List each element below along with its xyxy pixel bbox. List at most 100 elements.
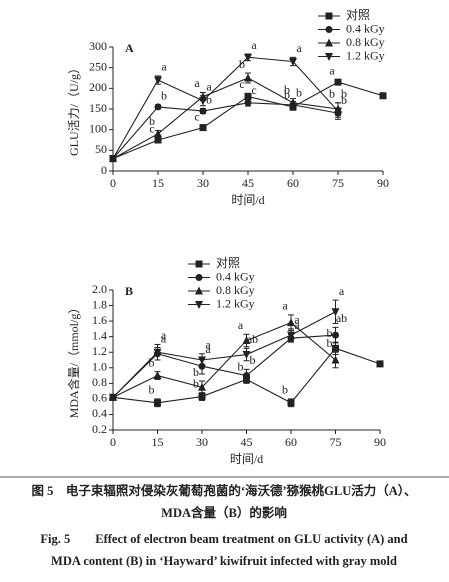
y-tick-label: 0: [101, 163, 107, 177]
marker: [332, 344, 339, 352]
legend-label: 0.8 kGy: [346, 35, 385, 49]
series-line: [112, 322, 336, 398]
marker: [109, 155, 117, 164]
series-line: [112, 102, 339, 159]
y-tick-label: 0.4: [92, 406, 107, 420]
legend-label: 1.2 kGy: [346, 48, 385, 62]
series-line: [112, 334, 336, 398]
y-tick-label: 300: [89, 39, 107, 53]
marker: [244, 99, 252, 107]
marker: [287, 399, 295, 407]
significance-letter: b: [284, 82, 290, 96]
marker: [331, 308, 340, 317]
significance-letter: a: [296, 41, 302, 55]
significance-letter: a: [339, 284, 345, 298]
significance-letter: b: [149, 383, 155, 397]
legend-label: 对照: [346, 8, 370, 22]
significance-letter: a: [205, 342, 211, 356]
marker: [199, 107, 207, 115]
x-tick-label: 60: [285, 435, 297, 449]
significance-letter: a: [161, 328, 167, 342]
marker: [287, 318, 295, 327]
marker: [325, 26, 333, 33]
marker: [325, 38, 333, 47]
marker: [198, 382, 206, 391]
x-tick-label: 15: [152, 176, 164, 190]
significance-letter: c: [239, 77, 244, 91]
significance-letter: a: [206, 80, 212, 94]
legend-label: 0.8 kGy: [216, 283, 255, 297]
significance-letter: a: [205, 338, 211, 352]
significance-letter: b: [327, 326, 333, 340]
marker: [199, 97, 207, 106]
y-axis-title: MDA含量/（mmol/g）: [66, 302, 81, 419]
y-axis-title: GLU活力/（U/g）: [67, 62, 81, 156]
caption-zh: 图 5 电子束辐照对侵染灰葡萄孢菌的‘海沃德’猕猴桃GLU活力（A）、: [31, 483, 416, 498]
marker: [153, 348, 162, 357]
marker: [376, 360, 384, 368]
significance-letter: a: [161, 331, 167, 345]
x-tick-label: 15: [152, 435, 164, 449]
y-tick-label: 100: [89, 121, 107, 135]
marker: [242, 336, 251, 345]
significance-letter: a: [294, 313, 300, 327]
marker: [199, 124, 207, 132]
y-tick-label: 1.8: [92, 297, 107, 311]
marker: [331, 355, 340, 364]
marker: [154, 136, 162, 144]
series-line: [112, 311, 336, 398]
marker: [244, 53, 252, 62]
x-axis-title: 时间/d: [231, 193, 264, 207]
marker: [198, 356, 206, 365]
marker: [195, 301, 203, 309]
significance-letter: c: [149, 121, 154, 135]
x-tick-label: 30: [196, 435, 208, 449]
x-tick-label: 45: [241, 435, 253, 449]
marker: [289, 57, 297, 66]
significance-letter: b: [341, 87, 347, 101]
x-tick-label: 75: [330, 435, 342, 449]
significance-letter: b: [193, 376, 199, 390]
significance-letter: b: [206, 92, 212, 106]
series-line: [112, 77, 339, 160]
significance-letter: b: [329, 87, 335, 101]
marker: [195, 274, 203, 281]
significance-letter: a: [251, 38, 257, 52]
y-tick-label: 1.0: [92, 360, 107, 374]
legend-label: 1.2 kGy: [216, 296, 255, 310]
caption-en: MDA content (B) in ‘Hayward’ kiwifruit i…: [51, 554, 397, 568]
marker: [154, 399, 161, 407]
x-axis-title: 时间/d: [230, 452, 263, 466]
marker: [198, 393, 206, 401]
marker: [289, 98, 297, 107]
marker: [154, 129, 162, 138]
significance-letter: b: [284, 87, 290, 101]
caption-en: Fig. 5 Effect of electron beam treatment…: [40, 532, 407, 546]
significance-letter: b: [238, 359, 244, 373]
y-tick-label: 150: [89, 101, 107, 115]
significance-letter: a: [294, 318, 300, 332]
significance-letter: b: [161, 89, 167, 103]
significance-letter: b: [327, 336, 333, 350]
x-tick-label: 60: [287, 176, 299, 190]
significance-letter: b: [149, 355, 155, 369]
significance-letter: b: [193, 365, 199, 379]
significance-letter: a: [329, 63, 335, 77]
marker: [332, 331, 339, 339]
significance-letter: a: [238, 318, 244, 332]
x-tick-label: 90: [377, 176, 389, 190]
y-tick-label: 2.0: [92, 282, 107, 296]
y-tick-label: 1.2: [92, 344, 107, 358]
series-line: [112, 56, 339, 159]
caption-zh: MDA含量（B）的影响: [161, 505, 287, 520]
marker: [325, 53, 333, 61]
y-tick-label: 200: [89, 80, 107, 94]
marker: [154, 76, 162, 85]
significance-letter: a: [282, 299, 288, 313]
significance-letter: c: [194, 109, 199, 123]
marker: [195, 260, 203, 268]
marker: [325, 12, 333, 20]
y-tick-label: 0.6: [92, 391, 107, 405]
panel-label: A: [125, 41, 134, 55]
